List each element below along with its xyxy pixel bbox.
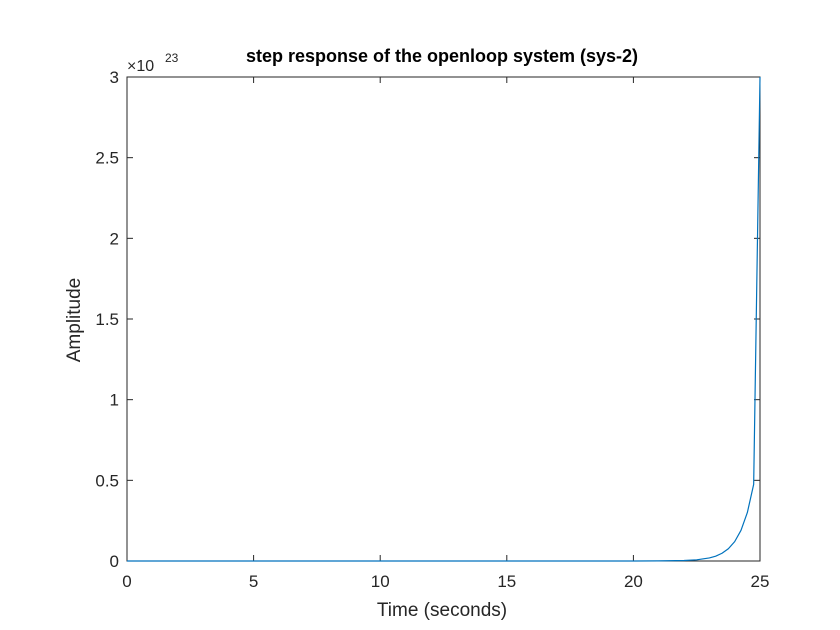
x-tick-label: 20 — [624, 572, 643, 591]
y-tick-label: 0 — [110, 552, 119, 571]
x-tick-label: 25 — [751, 572, 770, 591]
chart-title: step response of the openloop system (sy… — [246, 46, 638, 66]
x-tick-label: 10 — [371, 572, 390, 591]
y-axis-label: Amplitude — [64, 278, 85, 363]
y-tick-label: 2 — [110, 229, 119, 248]
series-group — [127, 76, 761, 562]
y-axis-exponent-base: ×10 — [127, 58, 154, 75]
plot-area — [126, 76, 761, 562]
y-axis-exponent-power: 23 — [165, 51, 179, 65]
y-tick-label: 2.5 — [95, 149, 119, 168]
y-tick-label: 3 — [110, 68, 119, 87]
y-axis-ticks: 0 0.5 1 1.5 2 2.5 3 — [95, 68, 760, 571]
y-tick-label: 1 — [110, 391, 119, 410]
x-tick-label: 5 — [249, 572, 258, 591]
y-tick-label: 0.5 — [95, 471, 119, 490]
step-response-line — [127, 76, 761, 562]
y-tick-label: 1.5 — [95, 310, 119, 329]
x-tick-label: 15 — [497, 572, 516, 591]
x-tick-label: 0 — [122, 572, 131, 591]
x-axis-label: Time (seconds) — [377, 600, 507, 621]
